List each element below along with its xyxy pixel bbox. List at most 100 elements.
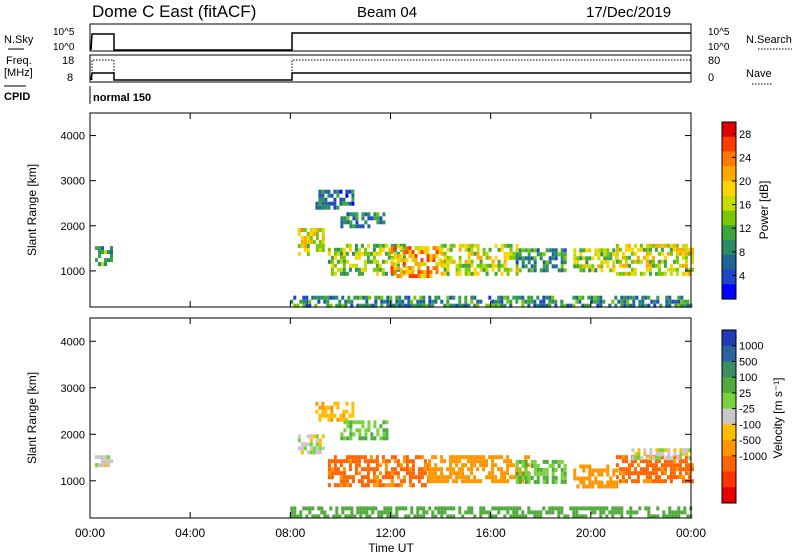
power-cell-r10 <box>335 295 339 300</box>
velocity-cell-r4 <box>384 459 388 464</box>
velocity-cell-r10 <box>674 510 678 515</box>
power-cell-r6 <box>497 259 501 264</box>
velocity-cell-r1 <box>309 442 313 447</box>
power-cell-r6 <box>491 259 495 264</box>
velocity-cbar-swatch <box>722 455 736 472</box>
velocity-cell-r4 <box>423 471 427 476</box>
velocity-ytick-label: 4000 <box>61 336 85 348</box>
xtick-label: 00:00 <box>75 526 105 540</box>
power-cell-r10 <box>473 295 477 300</box>
velocity-cell-r10 <box>677 506 681 511</box>
velocity-cell-r4 <box>327 471 331 476</box>
power-cell-r10 <box>584 303 588 308</box>
velocity-cell-r6 <box>545 475 549 480</box>
power-cell-r6 <box>503 263 507 268</box>
power-cell-r9 <box>684 271 688 276</box>
power-cell-r5 <box>429 274 433 279</box>
velocity-cell-r5 <box>428 463 432 468</box>
power-cbar-tick-label: 4 <box>739 270 745 282</box>
velocity-cell-r9 <box>664 456 668 461</box>
velocity-cell-r4 <box>411 483 415 488</box>
velocity-cell-r10 <box>491 506 495 511</box>
velocity-cell-r5 <box>449 463 453 468</box>
power-cell-r10 <box>608 303 612 308</box>
velocity-cell-r8 <box>642 459 646 464</box>
power-cell-r10 <box>680 303 684 308</box>
velocity-cell-r8 <box>663 459 667 464</box>
power-cell-r6 <box>476 247 480 252</box>
power-cell-r6 <box>476 251 480 256</box>
power-cell-r6 <box>476 271 480 276</box>
power-cell-r2 <box>351 189 355 194</box>
velocity-cell-r4 <box>399 463 403 468</box>
power-cell-r7 <box>551 264 555 269</box>
power-cell-r10 <box>434 295 438 300</box>
velocity-cell-r2 <box>315 401 319 406</box>
power-cell-r8 <box>591 268 595 273</box>
velocity-cell-r10 <box>551 510 555 515</box>
velocity-cell-r4 <box>354 459 358 464</box>
velocity-cell-r10 <box>608 510 612 515</box>
velocity-cell-r1 <box>321 434 325 439</box>
power-cell-r6 <box>506 251 510 256</box>
power-cell-r5 <box>426 250 430 255</box>
power-cell-r10 <box>638 303 642 308</box>
velocity-cell-r0 <box>104 463 107 468</box>
velocity-cell-r2 <box>327 405 331 410</box>
power-cell-r1 <box>312 240 316 244</box>
velocity-cell-r0 <box>98 463 101 468</box>
velocity-cell-r4 <box>345 479 349 484</box>
power-cell-r8 <box>597 264 601 269</box>
velocity-cell-r10 <box>599 506 603 511</box>
velocity-cell-r10 <box>515 510 519 515</box>
velocity-cell-r6 <box>554 459 558 464</box>
velocity-cell-r5 <box>476 479 480 484</box>
velocity-cell-r4 <box>387 459 391 464</box>
power-cell-r10 <box>326 303 330 308</box>
velocity-cell-r7 <box>612 480 616 485</box>
velocity-cell-r10 <box>467 510 471 515</box>
velocity-cell-r4 <box>390 479 394 484</box>
velocity-cell-r8 <box>678 467 682 472</box>
velocity-cell-r4 <box>360 483 364 488</box>
power-cell-r1 <box>297 252 301 256</box>
velocity-cell-r4 <box>396 483 400 488</box>
power-cell-r6 <box>467 259 471 264</box>
power-cell-r7 <box>557 268 561 273</box>
velocity-cell-r9 <box>649 448 653 453</box>
velocity-cell-r8 <box>657 475 661 480</box>
velocity-cell-r6 <box>515 475 519 480</box>
power-cell-r10 <box>542 303 546 308</box>
power-cell-r5 <box>399 246 403 251</box>
power-cell-r9 <box>657 271 661 276</box>
power-cell-r9 <box>618 247 622 252</box>
power-cell-r3 <box>382 220 386 225</box>
velocity-cell-r10 <box>419 506 423 511</box>
velocity-cell-r3 <box>385 420 389 425</box>
velocity-cell-r3 <box>349 436 353 441</box>
power-cell-r3 <box>352 212 356 217</box>
velocity-cell-r5 <box>470 479 474 484</box>
velocity-cell-r3 <box>376 432 380 437</box>
velocity-cell-r10 <box>671 514 675 519</box>
power-cell-r4 <box>339 247 343 252</box>
power-cell-r10 <box>647 295 651 300</box>
power-cell-r10 <box>428 299 432 304</box>
velocity-cell-r10 <box>494 506 498 511</box>
power-cell-r5 <box>417 262 421 267</box>
velocity-cell-r8 <box>636 471 640 476</box>
velocity-cell-r4 <box>408 479 412 484</box>
power-cell-r6 <box>500 271 504 276</box>
power-cell-r1 <box>321 232 325 236</box>
velocity-cell-r7 <box>579 476 583 481</box>
power-cell-r0 <box>104 262 107 267</box>
xtick-label: 12:00 <box>375 526 405 540</box>
velocity-cell-r10 <box>446 514 450 519</box>
velocity-cell-r5 <box>428 479 432 484</box>
power-cell-r1 <box>318 228 322 232</box>
velocity-cell-r10 <box>677 510 681 515</box>
velocity-cell-r5 <box>470 471 474 476</box>
velocity-cell-r2 <box>321 405 325 410</box>
power-cell-r4 <box>351 251 355 256</box>
